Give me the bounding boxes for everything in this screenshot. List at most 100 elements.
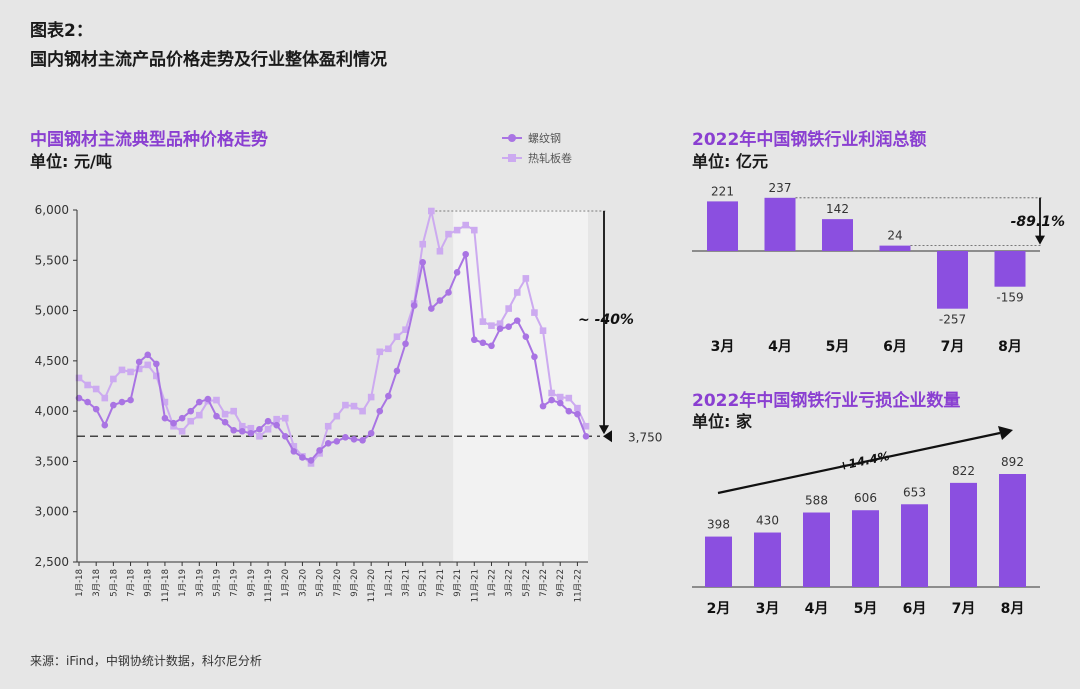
rebar-point	[273, 421, 280, 429]
rebar-point	[565, 407, 573, 415]
rebar-point	[522, 333, 530, 341]
rebar-point	[264, 417, 272, 425]
hrc-point	[135, 365, 143, 373]
x-tick-label: 7月-20	[333, 569, 343, 597]
rebar-point	[127, 396, 134, 404]
rebar-point	[556, 399, 564, 407]
hrc-point	[196, 411, 203, 419]
legend-marker-hrc	[508, 154, 516, 162]
trend-percent-label: +14.4%	[837, 449, 890, 473]
recent-period-shade	[453, 210, 588, 562]
rebar-point	[230, 426, 237, 434]
rebar-point	[135, 358, 143, 366]
source-note: 来源：iFind，中钢协统计数据，科尔尼分析	[30, 654, 262, 668]
rebar-point	[342, 433, 349, 441]
profit-chart-unit: 单位: 亿元	[692, 152, 768, 171]
figure-label: 图表2：	[30, 21, 93, 41]
profit-category-label: 8月	[998, 339, 1022, 355]
rebar-point	[436, 297, 444, 304]
hrc-point	[522, 275, 530, 282]
rebar-point	[187, 407, 195, 415]
hrc-point	[393, 333, 401, 341]
count-bar	[803, 512, 830, 587]
hrc-point	[496, 320, 504, 327]
x-tick-label: 11月-18	[161, 569, 171, 602]
rebar-point	[428, 305, 435, 312]
rebar-point	[419, 258, 427, 266]
count-bar	[999, 474, 1026, 587]
count-value-label: 606	[854, 491, 877, 505]
reference-marker-icon	[603, 430, 612, 443]
rebar-point	[462, 250, 469, 258]
x-tick-label: 1月-18	[75, 569, 85, 597]
x-tick-label: 9月-21	[453, 569, 463, 597]
x-tick-label: 11月-19	[264, 569, 274, 602]
hrc-point	[187, 417, 195, 425]
rebar-point	[178, 414, 186, 422]
count-category-label: 8月	[1001, 601, 1025, 617]
hrc-point	[359, 407, 366, 415]
profit-bar	[994, 251, 1026, 287]
hrc-point	[101, 394, 109, 402]
rebar-point	[531, 353, 538, 361]
rebar-point	[221, 418, 229, 426]
rebar-point	[153, 360, 160, 368]
rebar-point	[196, 398, 203, 406]
hrc-point	[92, 385, 100, 393]
rebar-point	[316, 447, 323, 454]
x-tick-label: 1月-21	[384, 569, 394, 597]
x-tick-label: 7月-18	[127, 569, 137, 597]
rebar-point	[144, 351, 152, 359]
count-value-label: 398	[707, 518, 730, 532]
rebar-point	[574, 410, 581, 418]
hrc-point	[84, 381, 91, 389]
hrc-point	[565, 394, 573, 402]
profit-value-label: 142	[826, 202, 849, 216]
legend-label-rebar: 螺纹钢	[528, 131, 561, 145]
x-tick-label: 1月-22	[487, 569, 497, 597]
x-tick-label: 5月-21	[419, 569, 429, 597]
profit-category-label: 5月	[826, 339, 850, 355]
profit-value-label: -159	[996, 291, 1023, 305]
count-value-label: 892	[1001, 455, 1024, 469]
hrc-point	[333, 412, 341, 420]
rebar-point	[496, 325, 504, 332]
rebar-point	[453, 269, 461, 276]
x-tick-label: 11月-20	[367, 569, 377, 602]
hrc-point	[144, 361, 152, 369]
hrc-point	[161, 398, 169, 406]
y-tick-label: 5,000	[35, 304, 69, 318]
y-tick-label: 3,000	[35, 505, 69, 519]
rebar-point	[247, 429, 255, 437]
profit-value-label: 237	[769, 181, 792, 195]
count-category-label: 6月	[903, 601, 927, 617]
rebar-point	[281, 432, 289, 440]
rebar-point	[513, 317, 521, 324]
hrc-point	[385, 345, 392, 353]
count-bars: 398 2月 430 3月 588 4月 606 5月 653 6月 822 7月 892 8月	[692, 455, 1040, 617]
count-category-label: 4月	[805, 601, 829, 617]
profit-bar	[764, 197, 796, 251]
profit-bar-chart: 221 3月 237 4月 142 5月 24 6月 -257 7月 -159 8月 -89.1%	[692, 181, 1065, 355]
hrc-point	[531, 309, 538, 316]
drop-arrow-head	[599, 425, 609, 435]
count-bar	[754, 532, 781, 587]
x-tick-label: 9月-18	[144, 569, 154, 597]
rebar-point	[582, 432, 590, 440]
x-tick-label: 5月-22	[522, 569, 532, 597]
rebar-point	[367, 429, 375, 437]
y-tick-label: 2,500	[35, 555, 69, 569]
hrc-point	[324, 422, 332, 430]
hrc-point	[436, 247, 444, 255]
legend-label-hrc: 热轧板卷	[528, 151, 572, 165]
profit-category-label: 3月	[711, 339, 735, 355]
rebar-point	[470, 336, 478, 344]
rebar-point	[118, 398, 126, 406]
hrc-point	[367, 393, 375, 401]
profit-value-label: -257	[939, 313, 966, 327]
hrc-point	[428, 207, 435, 215]
rebar-point	[385, 392, 392, 400]
reference-value-label: 3,750	[628, 430, 662, 444]
hrc-point	[178, 427, 186, 435]
count-bar	[950, 482, 977, 587]
